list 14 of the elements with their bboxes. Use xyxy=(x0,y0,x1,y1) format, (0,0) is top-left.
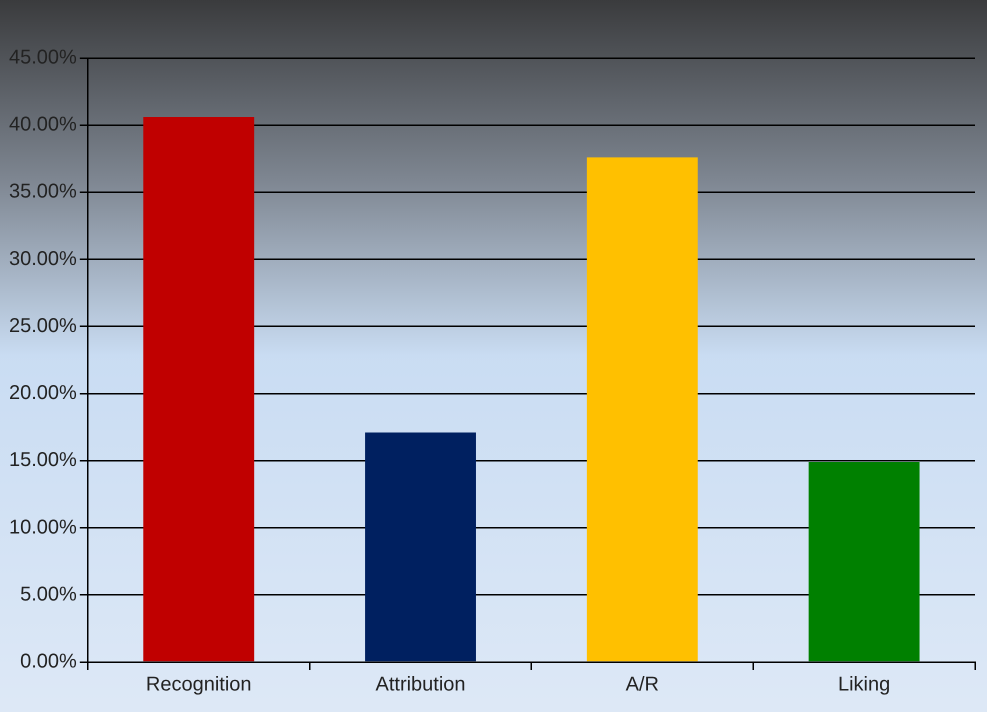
x-tick-label: Liking xyxy=(838,674,890,696)
x-tick-label: A/R xyxy=(626,674,659,696)
y-tick-label: 0.00% xyxy=(20,650,78,673)
y-tick-label: 40.00% xyxy=(8,114,78,136)
y-tick-label: 20.00% xyxy=(8,382,78,404)
x-tick-label: Recognition xyxy=(146,674,252,696)
y-tick-label: 5.00% xyxy=(20,583,78,606)
y-tick-label: 30.00% xyxy=(8,248,78,270)
y-tick-label: 35.00% xyxy=(8,180,78,203)
y-tick-label: 45.00% xyxy=(8,46,78,69)
y-tick-label: 25.00% xyxy=(8,314,78,337)
y-tick-label: 10.00% xyxy=(8,516,78,538)
y-tick-label: 15.00% xyxy=(8,449,78,472)
x-tick-label: Attribution xyxy=(375,674,466,696)
